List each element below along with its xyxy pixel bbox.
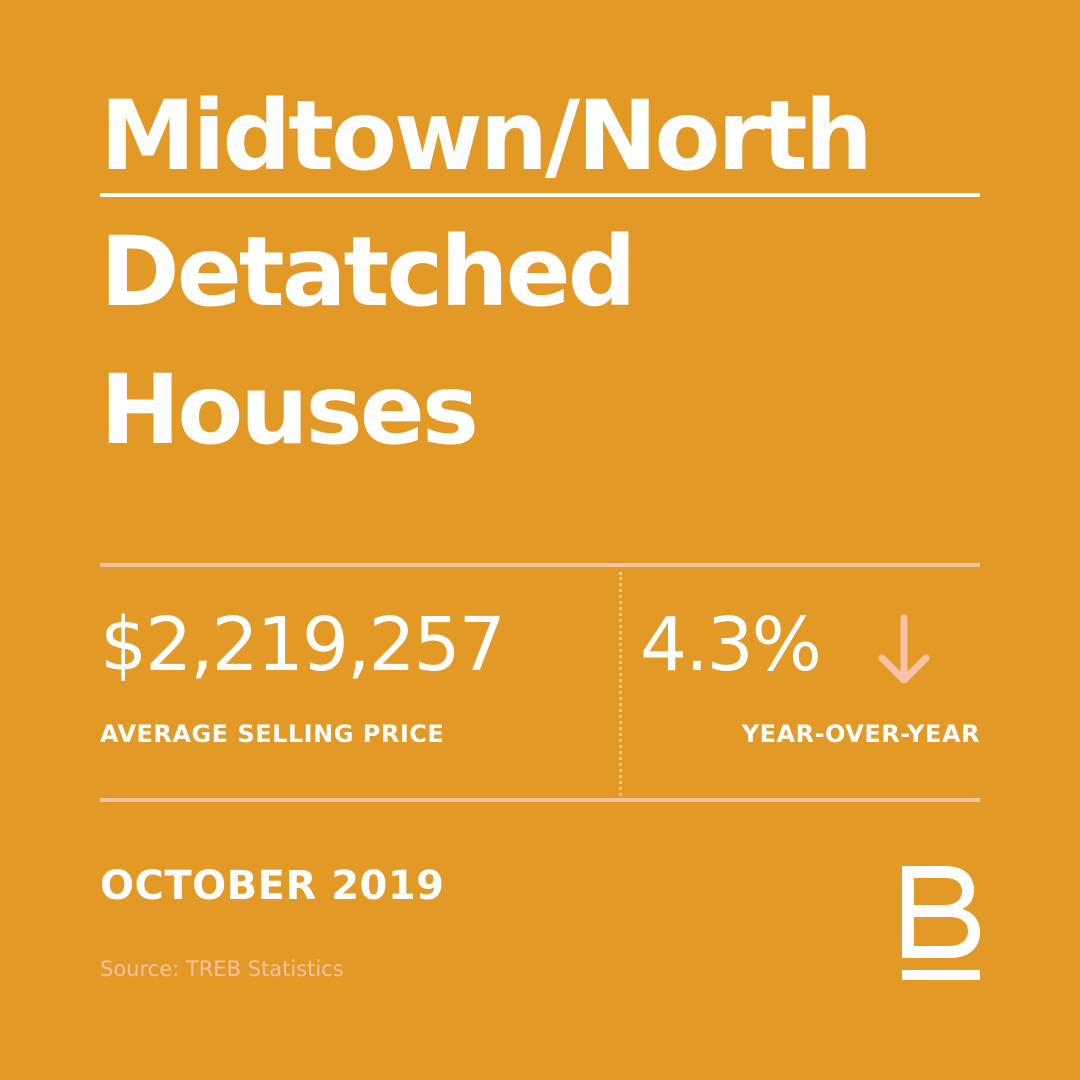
- report-date: OCTOBER 2019: [100, 863, 445, 909]
- yoy-change-label: YEAR-OVER-YEAR: [741, 720, 980, 748]
- yoy-change-value: 4.3%: [640, 602, 822, 688]
- average-price-value: $2,219,257: [100, 602, 506, 688]
- brand-logo: [902, 866, 980, 980]
- title-line-3: Houses: [100, 354, 479, 466]
- stats-divider-vertical: [619, 572, 622, 796]
- title-line-1: Midtown/North: [100, 80, 873, 192]
- arrow-down-icon: [878, 614, 930, 684]
- stats-divider-bottom: [100, 798, 980, 802]
- title-underline: [100, 193, 980, 197]
- average-price-label: AVERAGE SELLING PRICE: [100, 720, 445, 748]
- source-note: Source: TREB Statistics: [100, 957, 344, 981]
- stats-divider-top: [100, 563, 980, 567]
- title-line-2: Detatched: [100, 216, 636, 328]
